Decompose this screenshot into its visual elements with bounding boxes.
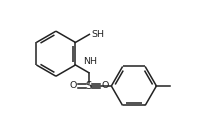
Text: S: S <box>86 81 92 91</box>
Text: SH: SH <box>91 30 104 39</box>
Text: NH: NH <box>83 57 97 66</box>
Text: O: O <box>69 82 77 90</box>
Text: O: O <box>101 82 108 90</box>
